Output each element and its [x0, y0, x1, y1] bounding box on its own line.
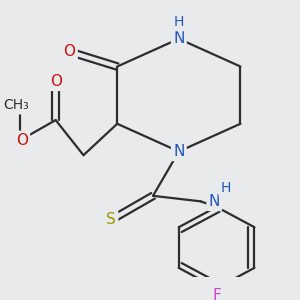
Text: N: N	[173, 144, 184, 159]
Text: O: O	[64, 44, 76, 59]
Text: CH₃: CH₃	[3, 98, 29, 112]
Text: O: O	[50, 74, 62, 89]
Text: S: S	[106, 212, 116, 227]
Text: H: H	[220, 182, 231, 195]
Text: H: H	[174, 15, 184, 29]
Text: O: O	[16, 133, 28, 148]
Text: N: N	[208, 194, 220, 209]
Text: N: N	[173, 31, 184, 46]
Text: F: F	[212, 288, 221, 300]
